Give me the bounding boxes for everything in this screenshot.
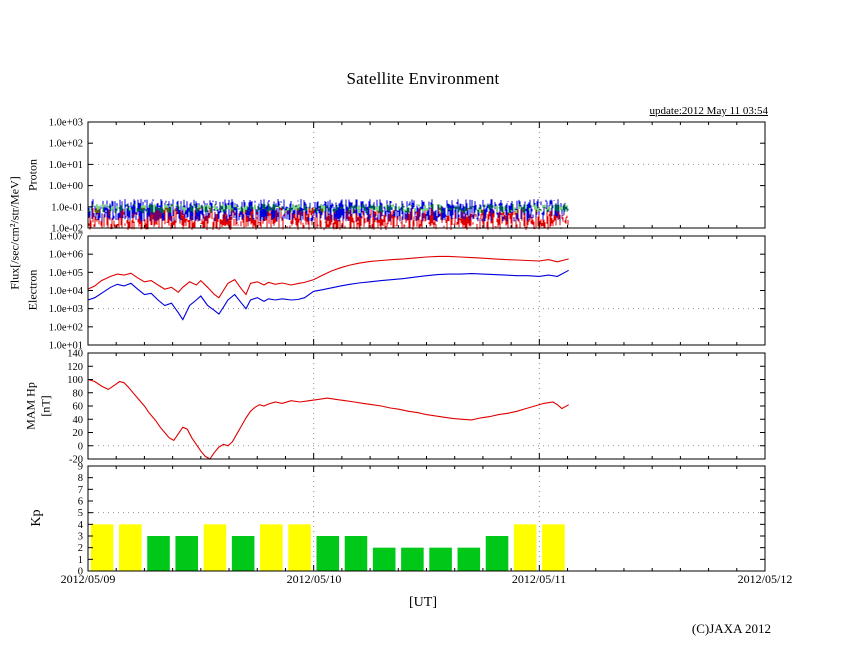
x-tick-label-2012-05-10: 2012/05/10 (286, 572, 342, 586)
kp-bar (485, 536, 509, 571)
electron-flux-ytick-label: 1.0e+05 (49, 268, 83, 279)
x-axis-label: [UT] (409, 595, 437, 610)
mam-hp-panel: 140 120 100 80 60 40 20 0 -20 (67, 349, 766, 466)
electron-flux-ytick-label: 1.0e+04 (49, 286, 84, 297)
copyright: (C)JAXA 2012 (691, 621, 771, 636)
kp-bar (231, 536, 255, 571)
mam-hp-ytick-label: 100 (67, 375, 83, 386)
mam-hp-red-series (87, 378, 569, 460)
kp-index-ytick-label: 9 (78, 462, 83, 473)
kp-bar (457, 547, 481, 571)
mam-hp-axis-label: MAM Hp (23, 382, 38, 430)
kp-index-ytick-label: 6 (78, 497, 83, 508)
kp-index-ytick-label: 8 (78, 473, 83, 484)
electron-axis-label: Electron (25, 269, 40, 311)
kp-bar (316, 536, 340, 571)
kp-bar (513, 524, 537, 571)
mam-hp-frame (87, 352, 766, 460)
proton-flux-ytick-label: 1.0e+00 (49, 181, 83, 192)
electron-blue-series (87, 269, 569, 321)
proton-flux-ytick-label: 1.0e+03 (49, 118, 83, 129)
mam-hp-ytick-label: 80 (73, 388, 84, 399)
page-title: Satellite Environment (346, 69, 500, 88)
electron-flux-panel: 1.0e+07 1.0e+06 1.0e+05 1.0e+04 1.0e+03 1.0e+… (49, 232, 766, 352)
x-tick-label-2012-05-11: 2012/05/11 (511, 572, 567, 586)
electron-flux-ytick-label: 1.0e+02 (49, 322, 83, 333)
electron-flux-frame (87, 235, 766, 346)
kp-index-ytick-label: 0 (78, 567, 83, 578)
kp-bar (401, 547, 424, 571)
proton-flux-ytick-label: 1.0e+01 (49, 160, 83, 171)
kp-bar (429, 547, 452, 571)
proton-flux-ytick-label: 1.0e-01 (51, 202, 83, 213)
kp-index-ytick-label: 3 (78, 532, 83, 543)
kp-bar (344, 536, 368, 571)
kp-index-ytick-label: 2 (78, 543, 83, 554)
kp-bar (203, 524, 227, 571)
mam-hp-ytick-label: 140 (67, 349, 83, 360)
kp-bar (119, 524, 142, 571)
kp-bar (90, 524, 114, 571)
mam-hp-ytick-label: 60 (73, 402, 84, 413)
mam-hp-ytick-label: -20 (69, 455, 83, 466)
mam-hp-ytick-label: 120 (67, 362, 83, 373)
electron-flux-ytick-label: 1.0e+06 (49, 250, 83, 261)
electron-flux-ytick-label: 1.0e+03 (49, 304, 83, 315)
proton-flux-ytick-label: 1.0e+02 (49, 139, 83, 150)
x-tick-label-2012-05-09: 2012/05/09 (60, 572, 116, 586)
x-tick-label-2012-05-12: 2012/05/12 (737, 572, 793, 586)
electron-flux-ytick-label: 1.0e+07 (49, 232, 83, 243)
update-timestamp: update:2012 May 11 03:54 (649, 105, 768, 117)
kp-bar (372, 547, 396, 571)
kp-index-ytick-label: 4 (78, 520, 84, 531)
proton-axis-label: Proton (25, 158, 40, 192)
proton-blue-series (88, 199, 569, 222)
mam-hp-ytick-label: 40 (73, 415, 84, 426)
electron-flux-ytick-label: 1.0e+01 (49, 341, 83, 352)
electron-red-series (87, 255, 569, 299)
flux-axis-label: Flux[/sec/cm²/str/MeV] (7, 176, 22, 290)
mam-hp-ytick-label: 20 (73, 428, 84, 439)
mam-hp-ytick-label: 0 (78, 441, 83, 452)
proton-flux-panel: 1.0e+03 1.0e+02 1.0e+01 1.0e+00 1.0e-01 1.0e-… (49, 118, 766, 235)
proton-flux-ytick-label: 1.0e-02 (51, 224, 83, 235)
kp-bar (175, 536, 199, 571)
kp-bar (542, 524, 565, 571)
kp-bar (288, 524, 311, 571)
mam-hp-axis-unit: [nT] (38, 395, 53, 417)
proton-green-series (88, 203, 568, 214)
kp-bar (147, 536, 170, 571)
kp-axis-label: Kp (29, 509, 44, 527)
kp-bar (260, 524, 283, 571)
kp-index-ytick-label: 5 (78, 508, 83, 519)
kp-index-ytick-label: 7 (78, 485, 83, 496)
kp-index-ytick-label: 1 (78, 555, 83, 566)
